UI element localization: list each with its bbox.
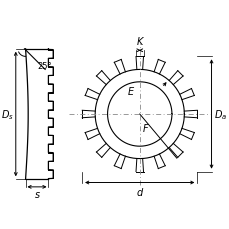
Text: 25°: 25°	[37, 61, 52, 70]
Text: E: E	[127, 87, 134, 97]
Text: $D_s$: $D_s$	[1, 108, 14, 121]
Text: F: F	[142, 124, 147, 134]
Text: $D_a$: $D_a$	[213, 108, 226, 121]
Text: d: d	[136, 188, 142, 197]
Text: s: s	[34, 190, 39, 200]
Text: K: K	[136, 37, 142, 47]
